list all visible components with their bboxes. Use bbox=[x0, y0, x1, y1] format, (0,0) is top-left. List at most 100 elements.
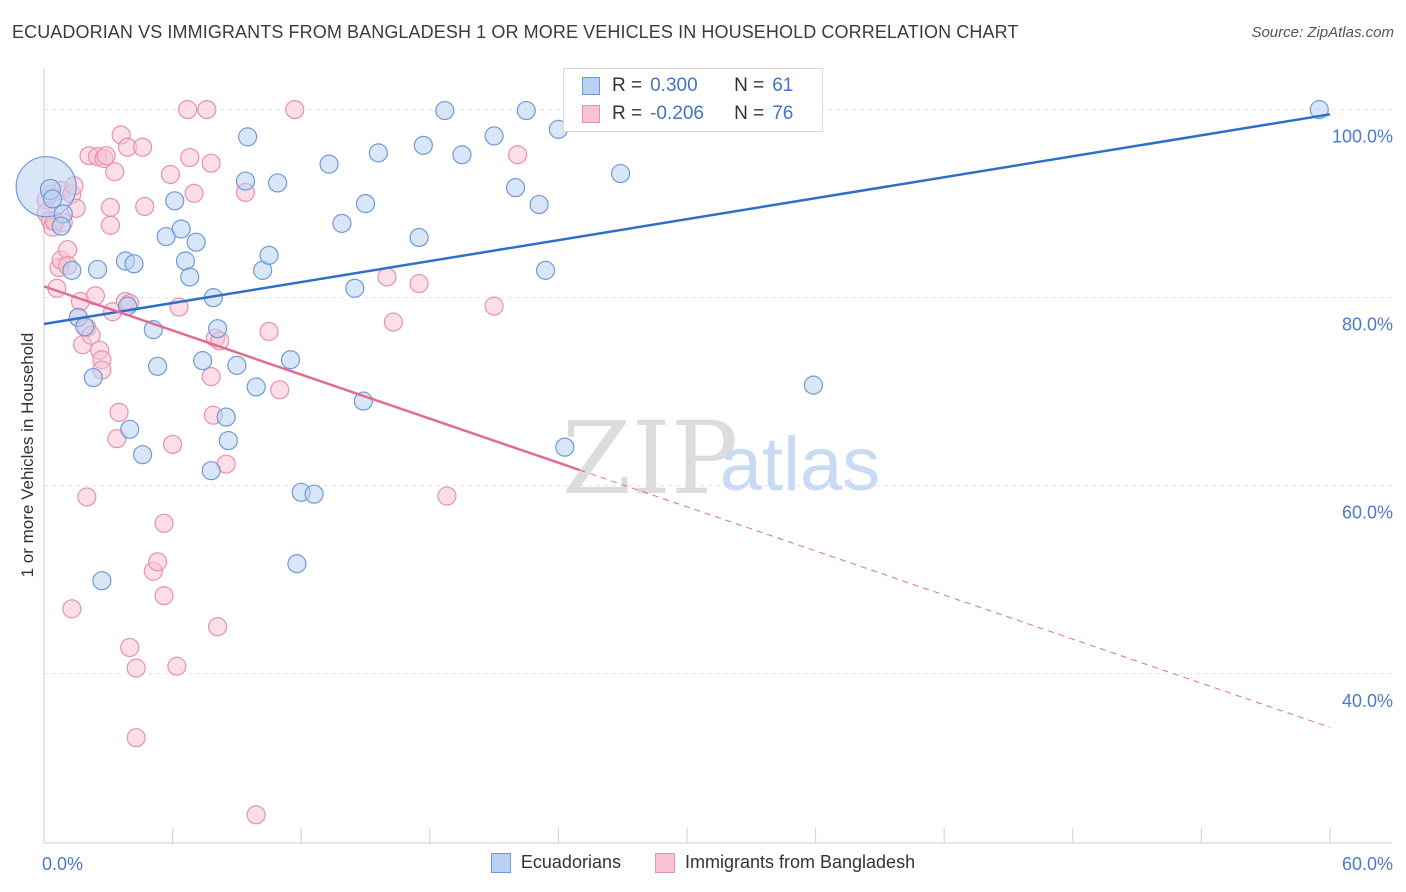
point-bangladesh bbox=[437, 486, 457, 506]
point-ecuadorian bbox=[227, 355, 247, 375]
point-ecuadorian bbox=[345, 278, 365, 298]
point-bangladesh bbox=[147, 552, 168, 572]
point-ecuadorian bbox=[51, 216, 71, 236]
point-ecuadorian bbox=[484, 126, 504, 146]
series-legend: Ecuadorians Immigrants from Bangladesh bbox=[0, 852, 1406, 873]
point-bangladesh bbox=[508, 145, 528, 165]
trend-line-bangladesh bbox=[43, 285, 581, 472]
point-bangladesh bbox=[409, 273, 429, 294]
point-ecuadorian bbox=[535, 260, 556, 280]
point-ecuadorian bbox=[529, 194, 549, 215]
point-ecuadorian bbox=[186, 232, 206, 252]
point-ecuadorian bbox=[516, 100, 536, 121]
point-ecuadorian bbox=[165, 191, 185, 211]
point-ecuadorian bbox=[120, 419, 140, 439]
y-axis-label: 1 or more Vehicles in Household bbox=[18, 332, 37, 578]
trend-lines bbox=[43, 113, 1331, 728]
point-ecuadorian bbox=[435, 100, 455, 121]
point-ecuadorian bbox=[180, 267, 200, 287]
legend-r-label: R = bbox=[612, 103, 643, 124]
y-tick-label: 80.0% bbox=[1342, 315, 1393, 335]
legend-r-label: R = bbox=[612, 75, 643, 96]
point-ecuadorian bbox=[208, 319, 228, 339]
point-bangladesh bbox=[180, 147, 200, 168]
legend-item-ecuadorians[interactable]: Ecuadorians bbox=[490, 852, 621, 873]
point-ecuadorian bbox=[409, 227, 429, 248]
point-ecuadorian bbox=[235, 171, 256, 191]
series-bangladesh-points bbox=[36, 100, 528, 825]
point-bangladesh bbox=[285, 100, 305, 120]
point-ecuadorian bbox=[803, 375, 824, 395]
source-credit: Source: ZipAtlas.com bbox=[1251, 24, 1394, 41]
point-bangladesh bbox=[62, 599, 82, 619]
y-tick-label: 100.0% bbox=[1332, 127, 1393, 147]
point-ecuadorian bbox=[87, 259, 108, 280]
point-ecuadorian bbox=[238, 127, 258, 147]
watermark: ZIP atlas bbox=[562, 400, 880, 517]
point-bangladesh bbox=[77, 487, 97, 507]
legend-n-value: 76 bbox=[772, 103, 794, 124]
point-bangladesh bbox=[109, 402, 129, 422]
point-bangladesh bbox=[383, 312, 403, 332]
point-bangladesh bbox=[246, 805, 266, 825]
point-ecuadorian bbox=[332, 213, 352, 233]
legend-n-label: N = bbox=[734, 75, 765, 96]
legend-row-ecuadorians: R = 0.300 N = 61 bbox=[582, 73, 811, 99]
y-tick-label: 40.0% bbox=[1342, 691, 1393, 711]
legend-r-value: -0.206 bbox=[650, 103, 704, 124]
point-bangladesh bbox=[160, 164, 181, 185]
point-ecuadorian bbox=[156, 226, 176, 247]
point-bangladesh bbox=[270, 380, 290, 400]
x-tick-label-max: 60.0% bbox=[1342, 854, 1393, 874]
point-bangladesh bbox=[201, 367, 221, 387]
point-ecuadorian bbox=[555, 437, 575, 457]
point-ecuadorian bbox=[216, 407, 236, 427]
legend-label-bangladesh: Immigrants from Bangladesh bbox=[684, 852, 916, 872]
point-ecuadorian bbox=[259, 245, 279, 265]
point-bangladesh bbox=[126, 728, 146, 748]
point-bangladesh bbox=[208, 617, 228, 637]
stats-legend: R = 0.300 N = 61 R = -0.206 N = 76 bbox=[563, 68, 823, 132]
point-ecuadorian bbox=[452, 145, 472, 165]
axes bbox=[43, 68, 1392, 844]
point-bangladesh bbox=[100, 215, 121, 235]
point-bangladesh bbox=[132, 137, 153, 157]
legend-swatch-pink bbox=[654, 852, 675, 873]
point-ecuadorian bbox=[132, 445, 153, 465]
point-bangladesh bbox=[107, 429, 127, 449]
point-ecuadorian bbox=[83, 367, 103, 388]
x-tick-label-min: 0.0% bbox=[42, 854, 83, 874]
legend-n-label: N = bbox=[734, 103, 765, 124]
legend-swatch-blue bbox=[490, 852, 511, 873]
point-ecuadorian bbox=[610, 163, 631, 184]
point-ecuadorian bbox=[62, 260, 82, 280]
point-ecuadorian bbox=[413, 135, 433, 155]
point-ecuadorian bbox=[355, 194, 376, 214]
point-bangladesh bbox=[100, 197, 121, 217]
point-bangladesh bbox=[377, 267, 397, 287]
point-bangladesh bbox=[163, 434, 183, 454]
watermark-zip: ZIP bbox=[562, 400, 738, 517]
point-ecuadorian bbox=[268, 173, 288, 193]
chart-title: ECUADORIAN VS IMMIGRANTS FROM BANGLADESH… bbox=[12, 22, 1019, 42]
point-ecuadorian bbox=[124, 254, 144, 274]
point-bangladesh bbox=[105, 162, 125, 182]
trend-line-ecuadorians bbox=[43, 113, 1331, 326]
point-bangladesh bbox=[167, 656, 187, 676]
legend-r-value: 0.300 bbox=[650, 75, 698, 96]
point-ecuadorian bbox=[505, 178, 526, 198]
point-ecuadorian bbox=[368, 143, 388, 163]
point-ecuadorian bbox=[218, 430, 238, 451]
legend-item-bangladesh[interactable]: Immigrants from Bangladesh bbox=[654, 852, 916, 873]
point-ecuadorian bbox=[147, 356, 168, 376]
point-bangladesh bbox=[154, 513, 174, 533]
point-ecuadorian bbox=[304, 484, 324, 504]
point-bangladesh bbox=[259, 321, 279, 342]
point-ecuadorian bbox=[171, 219, 191, 239]
gridlines bbox=[44, 109, 1392, 675]
point-bangladesh bbox=[120, 637, 140, 658]
legend-n-value: 61 bbox=[772, 75, 794, 96]
point-bangladesh bbox=[201, 153, 221, 173]
point-bangladesh bbox=[184, 183, 204, 203]
